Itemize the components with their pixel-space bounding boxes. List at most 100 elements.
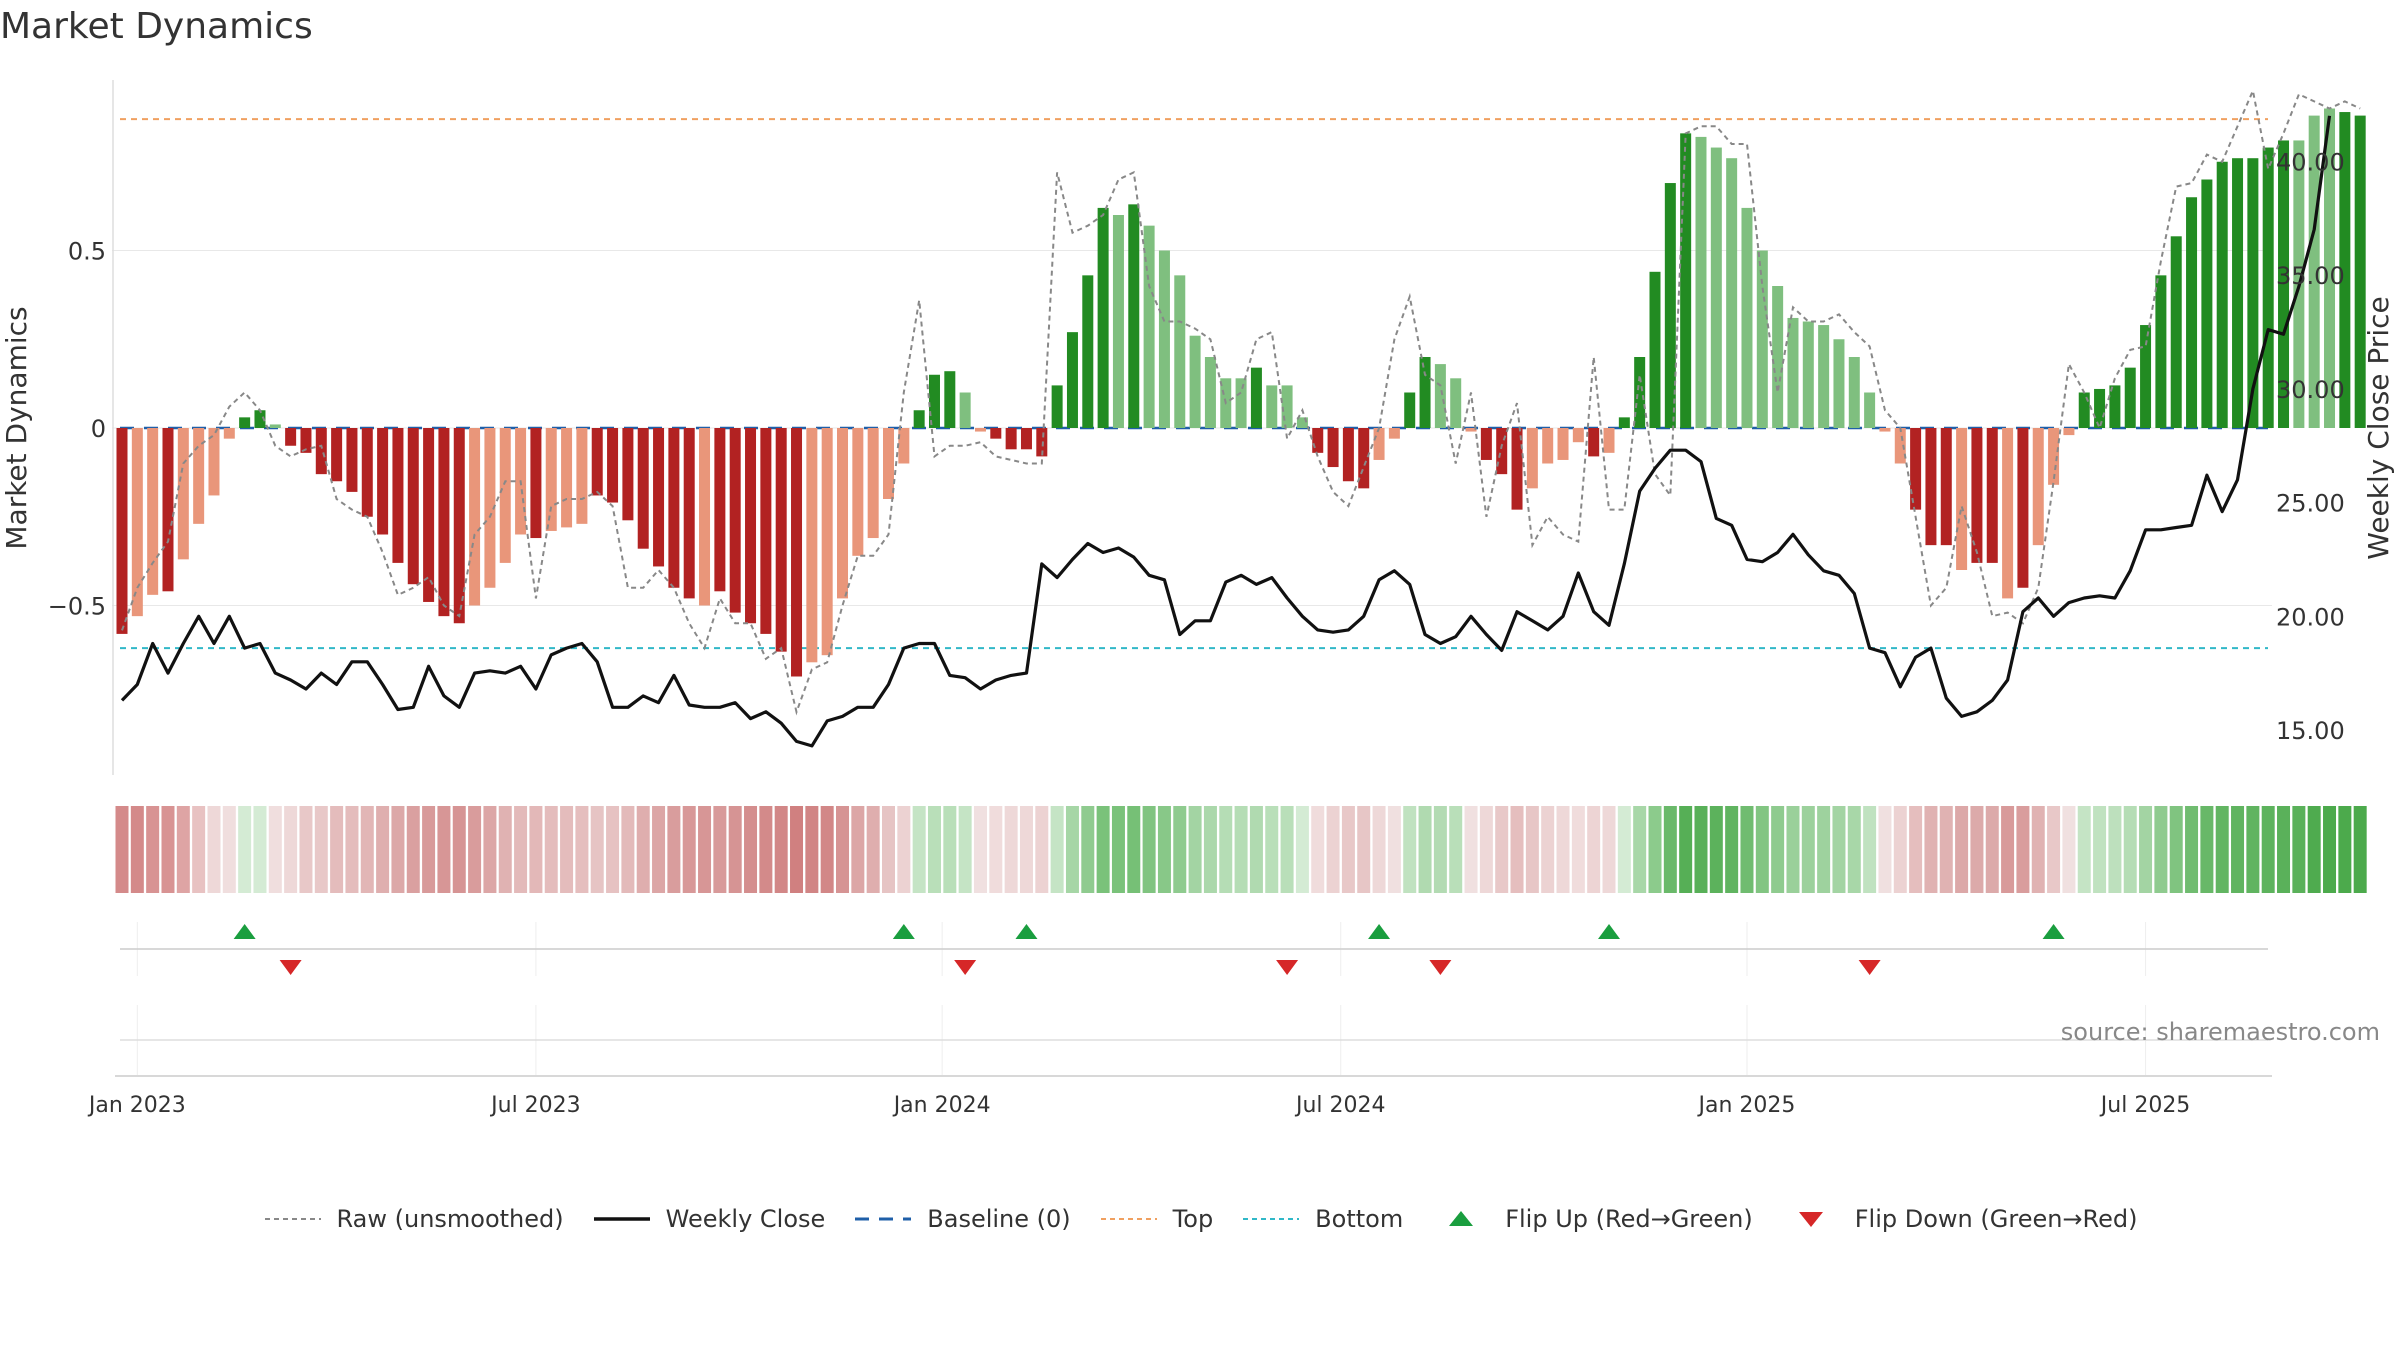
strip-cell <box>360 806 374 893</box>
dynamics-bar <box>1373 428 1385 460</box>
strip-cell <box>1571 806 1585 893</box>
strip-cell <box>176 806 190 893</box>
strip-cell <box>1188 806 1202 893</box>
dynamics-bar <box>791 428 803 677</box>
dynamics-bar <box>1143 225 1155 428</box>
strip-cell <box>1357 806 1371 893</box>
strip-cell <box>130 806 144 893</box>
strip-cell <box>1663 806 1677 893</box>
dynamics-bar <box>1940 428 1952 546</box>
strip-cell <box>1142 806 1156 893</box>
dynamics-bar <box>254 410 266 428</box>
dynamics-bar <box>1189 335 1201 428</box>
dynamics-bar <box>1404 392 1416 428</box>
dynamics-bar <box>1664 183 1676 428</box>
legend-item-close: Weekly Close <box>592 1205 825 1233</box>
legend: Raw (unsmoothed) Weekly Close Baseline (0)… <box>0 1205 2400 1233</box>
strip-cell <box>1832 806 1846 893</box>
strip-cell <box>1939 806 1953 893</box>
strip-cell <box>790 806 804 893</box>
strip-cell <box>590 806 604 893</box>
strip-cell <box>299 806 313 893</box>
strip-cell <box>1648 806 1662 893</box>
strip-cell <box>222 806 236 893</box>
legend-label: Flip Down (Green→Red) <box>1854 1205 2138 1233</box>
weekly-close-line <box>120 115 2332 748</box>
x-tick-label: Jan 2024 <box>892 1093 991 1118</box>
dynamics-bar <box>821 428 833 656</box>
legend-item-baseline: Baseline (0) <box>853 1205 1071 1233</box>
dynamics-bar <box>745 428 757 624</box>
dynamics-bar <box>1710 147 1722 429</box>
dynamics-bar <box>1787 317 1799 428</box>
dynamics-bar <box>2140 325 2152 428</box>
dynamics-bar <box>1204 357 1216 428</box>
dynamics-bar <box>162 428 174 592</box>
dynamics-bar <box>530 428 542 539</box>
flip-down-marker <box>954 960 977 975</box>
strip-cell <box>1403 806 1417 893</box>
strip-cell <box>1081 806 1095 893</box>
strip-cell <box>1633 806 1647 893</box>
dynamics-bar <box>1005 428 1017 450</box>
strip-cell <box>2261 806 2275 893</box>
dynamics-bar <box>1772 286 1784 428</box>
dynamics-bar <box>2155 275 2167 428</box>
dynamics-bar <box>315 428 327 475</box>
strip-cell <box>927 806 941 893</box>
strip-cell <box>805 806 819 893</box>
strip-cell <box>284 806 298 893</box>
strip-cell <box>728 806 742 893</box>
dynamics-bar <box>699 428 711 606</box>
strip-cell <box>468 806 482 893</box>
strip-cell <box>744 806 758 893</box>
strip-cell <box>1617 806 1631 893</box>
strip-cell <box>1847 806 1861 893</box>
dynamics-bar <box>959 392 971 428</box>
strip-cell <box>1173 806 1187 893</box>
x-tick-label: Jul 2025 <box>2099 1093 2191 1118</box>
legend-label: Raw (unsmoothed) <box>336 1205 564 1233</box>
dynamics-bar <box>208 428 220 496</box>
dynamics-bar <box>407 428 419 585</box>
strip-cell <box>2185 806 2199 893</box>
dynamics-bar <box>361 428 373 517</box>
legend-item-raw: Raw (unsmoothed) <box>263 1205 564 1233</box>
strip-cell <box>2108 806 2122 893</box>
dynamics-bar <box>1910 428 1922 510</box>
x-tick-label: Jan 2025 <box>1697 1093 1796 1118</box>
dynamics-bar <box>1358 428 1370 489</box>
dynamics-bar <box>2324 108 2336 428</box>
dynamics-bar <box>1174 275 1186 428</box>
strip-cell <box>2001 806 2015 893</box>
flip-up-marker <box>233 924 256 939</box>
strip-cell <box>1740 806 1754 893</box>
dynamics-bar <box>1388 428 1400 439</box>
strip-cell <box>437 806 451 893</box>
legend-swatch <box>1798 1212 1823 1227</box>
strip-cell <box>1495 806 1509 893</box>
strip-cell <box>866 806 880 893</box>
strip-cell <box>1893 806 1907 893</box>
dynamics-bar <box>1956 428 1968 570</box>
strip-cell <box>1035 806 1049 893</box>
strip-cell <box>1111 806 1125 893</box>
dynamics-bar <box>1250 367 1262 428</box>
strip-cell <box>391 806 405 893</box>
dynamics-bar <box>1450 378 1462 428</box>
strip-cell <box>1280 806 1294 893</box>
strip-cell <box>560 806 574 893</box>
dynamics-bar <box>285 428 297 446</box>
strip-cell <box>544 806 558 893</box>
strip-cell <box>2169 806 2183 893</box>
y2-tick-label: 35.00 <box>2276 262 2345 290</box>
y2-tick-label: 15.00 <box>2276 717 2345 745</box>
dynamics-bar <box>2170 236 2182 428</box>
dynamics-bar <box>269 424 281 428</box>
strip-cell <box>2292 806 2306 893</box>
strip-cell <box>1433 806 1447 893</box>
dynamics-bar <box>1848 357 1860 428</box>
dynamics-bar <box>729 428 741 613</box>
dynamics-bar <box>2339 112 2351 429</box>
dynamics-bar <box>131 428 143 617</box>
